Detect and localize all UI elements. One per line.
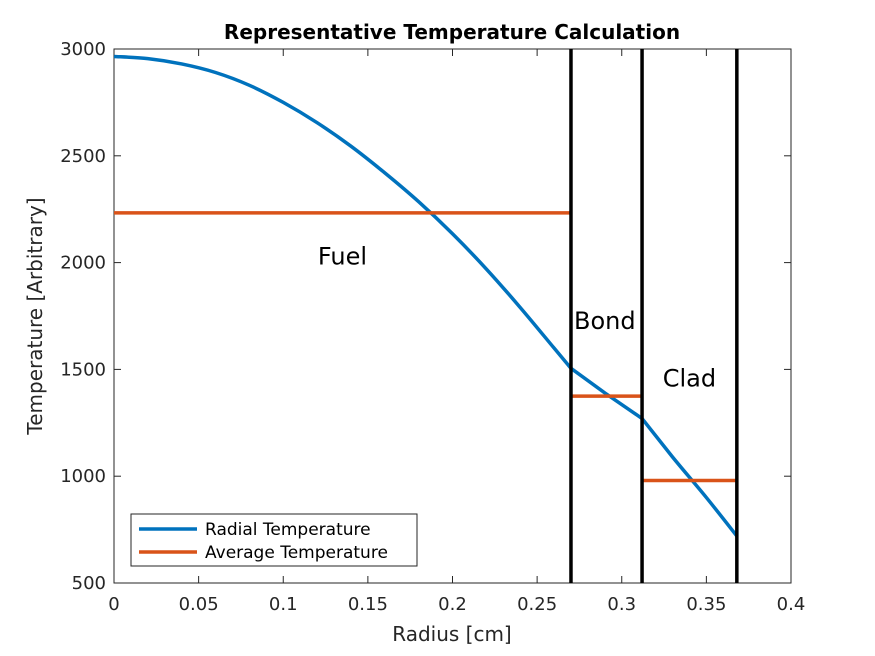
y-axis-label: Temperature [Arbitrary] <box>23 197 47 435</box>
y-tick-label: 3000 <box>60 39 106 60</box>
x-tick-label: 0.3 <box>607 594 636 615</box>
x-tick-label: 0.25 <box>517 594 557 615</box>
x-tick-label: 0.4 <box>777 594 806 615</box>
x-tick-label: 0.35 <box>686 594 726 615</box>
y-tick-label: 2500 <box>60 146 106 167</box>
legend-box <box>130 513 418 567</box>
plot-area: 0 0.05 0.1 0.15 0.2 0.25 0.3 0.35 0.4 500 1000 1500… <box>60 39 805 615</box>
chart-title: Representative Temperature Calculation <box>224 20 680 44</box>
legend-label-average: Average Temperature <box>205 543 388 563</box>
x-tick-label: 0.1 <box>269 594 298 615</box>
y-tick-label: 1500 <box>60 359 106 380</box>
x-tick-label: 0 <box>108 594 119 615</box>
x-tick-label: 0.2 <box>438 594 467 615</box>
region-label-fuel: Fuel <box>318 243 367 271</box>
legend-label-radial: Radial Temperature <box>205 520 371 540</box>
y-tick-label: 500 <box>72 573 106 594</box>
y-tick-label: 1000 <box>60 466 106 487</box>
x-tick-label: 0.05 <box>179 594 219 615</box>
x-tick-label: 0.15 <box>348 594 388 615</box>
y-tick-label: 2000 <box>60 253 106 274</box>
x-axis-label: Radius [cm] <box>392 622 512 646</box>
region-label-bond: Bond <box>574 307 636 335</box>
region-label-clad: Clad <box>663 364 716 392</box>
